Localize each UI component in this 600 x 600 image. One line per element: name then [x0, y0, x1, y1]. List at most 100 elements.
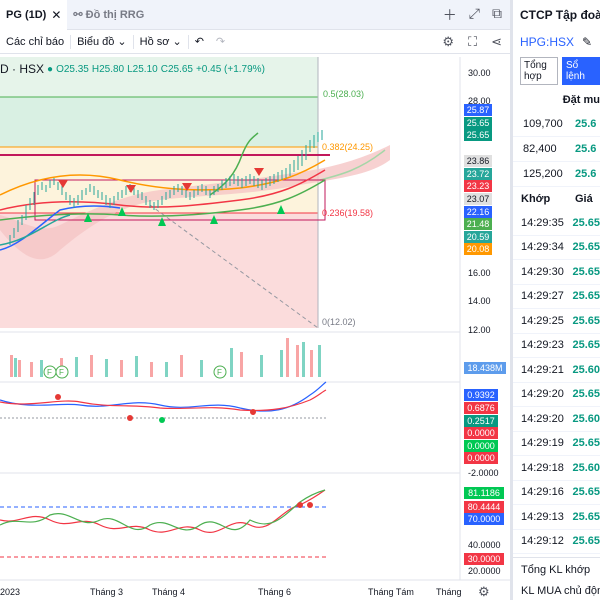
indicators-button[interactable]: Các chỉ báo	[0, 36, 70, 48]
rsi-30-label: 30.0000	[464, 553, 504, 565]
tab-orderbook[interactable]: Sổ lệnh	[562, 57, 600, 85]
settings-icon[interactable]: ⚙	[442, 33, 454, 49]
profile-label: Hồ sơ	[139, 35, 170, 48]
legend-high: H25.80	[91, 63, 125, 75]
settings-icon[interactable]: ⚙	[478, 584, 490, 599]
x-axis-label: Tháng 4	[152, 587, 186, 597]
x-axis-label: Tháng	[436, 587, 462, 597]
chevron-down-icon: ⌄	[117, 36, 127, 48]
x-axis-label: Tháng 3	[90, 587, 124, 597]
close-icon[interactable]: ✕	[51, 7, 62, 22]
redo-icon: ↷	[215, 36, 226, 48]
trades-list: 14:29:35 25.65 14:29:34 25.65 14:29:30 25.65 1…	[513, 211, 600, 554]
price-tag: 25.65	[464, 129, 492, 141]
share-icon[interactable]: ⋖	[491, 33, 502, 49]
chart-type-button[interactable]: Biểu đồ ⌄	[71, 35, 133, 49]
orderbook-row[interactable]: 109,700 25.6	[513, 112, 600, 137]
tab-bar: PG (1D) ✕ ⚯ Đồ thị RRG ＋ ⤢ ⧉	[0, 0, 510, 30]
tab-chart-1d[interactable]: PG (1D) ✕	[0, 0, 68, 30]
trade-row: 14:29:34 25.65	[513, 236, 600, 260]
trade-time: 14:29:19	[521, 437, 564, 450]
price-tag: 23.23	[464, 180, 492, 192]
macd-tag: 0.0000	[464, 427, 498, 439]
price-tag: 22.16	[464, 206, 492, 218]
legend-change: +0.45 (+1.79%)	[195, 63, 265, 75]
fullscreen-icon[interactable]: ⛶	[467, 33, 478, 49]
rsi-tag: 81.1186	[464, 487, 504, 499]
undo-icon: ↶	[194, 36, 204, 48]
fib-label-0: 0(12.02)	[322, 317, 356, 327]
edit-icon[interactable]: ✎	[582, 35, 593, 49]
price-chart[interactable]: F F F	[0, 55, 510, 600]
undo-button[interactable]: ↶	[189, 35, 210, 48]
trade-row: 14:29:18 25.60	[513, 456, 600, 481]
chart-legend: D · HSX ● O25.35 H25.80 L25.10 C25.65 +0…	[0, 62, 265, 76]
trade-price: 25.65	[572, 241, 600, 254]
rsi-tag: 80.4444	[464, 501, 504, 513]
price-tag: 20.08	[464, 243, 492, 255]
tab-actions: ＋ ⤢ ⧉	[443, 5, 510, 25]
trade-row: 14:29:20 25.60	[513, 407, 600, 432]
trade-time: 14:29:20	[521, 412, 564, 425]
rsi-axis-label: 40.0000	[468, 540, 501, 550]
tab-rrg[interactable]: ⚯ Đồ thị RRG	[67, 0, 150, 30]
tab-chart-label: PG (1D)	[6, 8, 47, 21]
trade-price: 25.65	[572, 486, 600, 499]
price-axis-label: 28.00	[468, 96, 491, 106]
panel-tabs: Tổng hợp Sổ lệnh	[513, 54, 600, 88]
legend-open: O25.35	[56, 63, 89, 75]
trade-time: 14:29:20	[521, 388, 564, 401]
trade-time: 14:29:23	[521, 339, 564, 352]
company-title: CTCP Tập đoà	[513, 0, 600, 30]
volume-bars-up	[14, 342, 321, 377]
price-tag: 25.87	[464, 104, 492, 116]
order-price: 25.6	[575, 118, 597, 130]
trade-time: 14:29:30	[521, 265, 564, 278]
order-volume: 109,700	[523, 118, 563, 130]
tab-rrg-label: Đồ thị RRG	[85, 8, 145, 21]
orderbook-row[interactable]: 82,400 25.6	[513, 137, 600, 162]
x-axis-label: Tháng 6	[258, 587, 292, 597]
price-axis-label: 12.00	[468, 325, 491, 335]
trade-price: 25.60	[572, 363, 600, 376]
legend-symbol: D · HSX	[0, 62, 45, 76]
trade-time: 14:29:34	[521, 241, 564, 254]
trade-time: 14:29:18	[521, 461, 564, 474]
add-tab-icon[interactable]: ＋	[442, 6, 457, 23]
symbol-link[interactable]: HPG:HSX	[520, 35, 575, 49]
trade-time: 14:29:16	[521, 486, 564, 499]
chart-toolbar: Các chỉ báo Biểu đồ ⌄ Hồ sơ ⌄ ↶ ↷ ⚙ ⛶ ⋖	[0, 30, 510, 54]
svg-text:F: F	[47, 368, 52, 377]
price-tag: 23.72	[464, 168, 492, 180]
trades-header: Khớp Giá	[513, 187, 600, 211]
trade-time: 14:29:25	[521, 314, 564, 327]
right-panel: CTCP Tập đoà HPG:HSX ✎ Tổng hợp Sổ lệnh …	[510, 0, 600, 600]
orderbook-col-label: Đặt mu	[562, 94, 600, 106]
macd-tag: 0.2517	[464, 415, 498, 427]
popout-icon[interactable]: ⧉	[492, 4, 502, 21]
profile-button[interactable]: Hồ sơ ⌄	[134, 35, 188, 49]
trade-row: 14:29:27 25.65	[513, 285, 600, 309]
price-tag: 20.59	[464, 231, 492, 243]
order-volume: 125,200	[523, 168, 563, 180]
trade-time: 14:29:21	[521, 363, 564, 376]
macd-tag: 0.0000	[464, 440, 498, 452]
svg-text:F: F	[217, 368, 222, 377]
event-f-marker	[55, 365, 69, 379]
divider	[187, 34, 189, 49]
indicators-label: Các chỉ báo	[6, 35, 65, 48]
trade-row: 14:29:30 25.65	[513, 260, 600, 285]
trade-price: 25.65	[572, 535, 600, 548]
price-axis-label: 30.00	[468, 68, 491, 78]
total-match-label: Tổng KL khớp	[513, 557, 600, 581]
tab-summary[interactable]: Tổng hợp	[520, 57, 558, 85]
trade-row: 14:29:21 25.60	[513, 358, 600, 383]
expand-icon[interactable]: ⤢	[468, 4, 480, 21]
price-col-label: Giá	[575, 193, 593, 205]
x-axis-label: Tháng Tám	[368, 587, 414, 597]
redo-button[interactable]: ↷	[210, 35, 231, 48]
orderbook-row[interactable]: 125,200 25.6	[513, 162, 600, 187]
price-tag: 23.86	[464, 155, 492, 167]
trade-price: 25.60	[572, 412, 600, 425]
trade-row: 14:29:12 25.65	[513, 530, 600, 554]
